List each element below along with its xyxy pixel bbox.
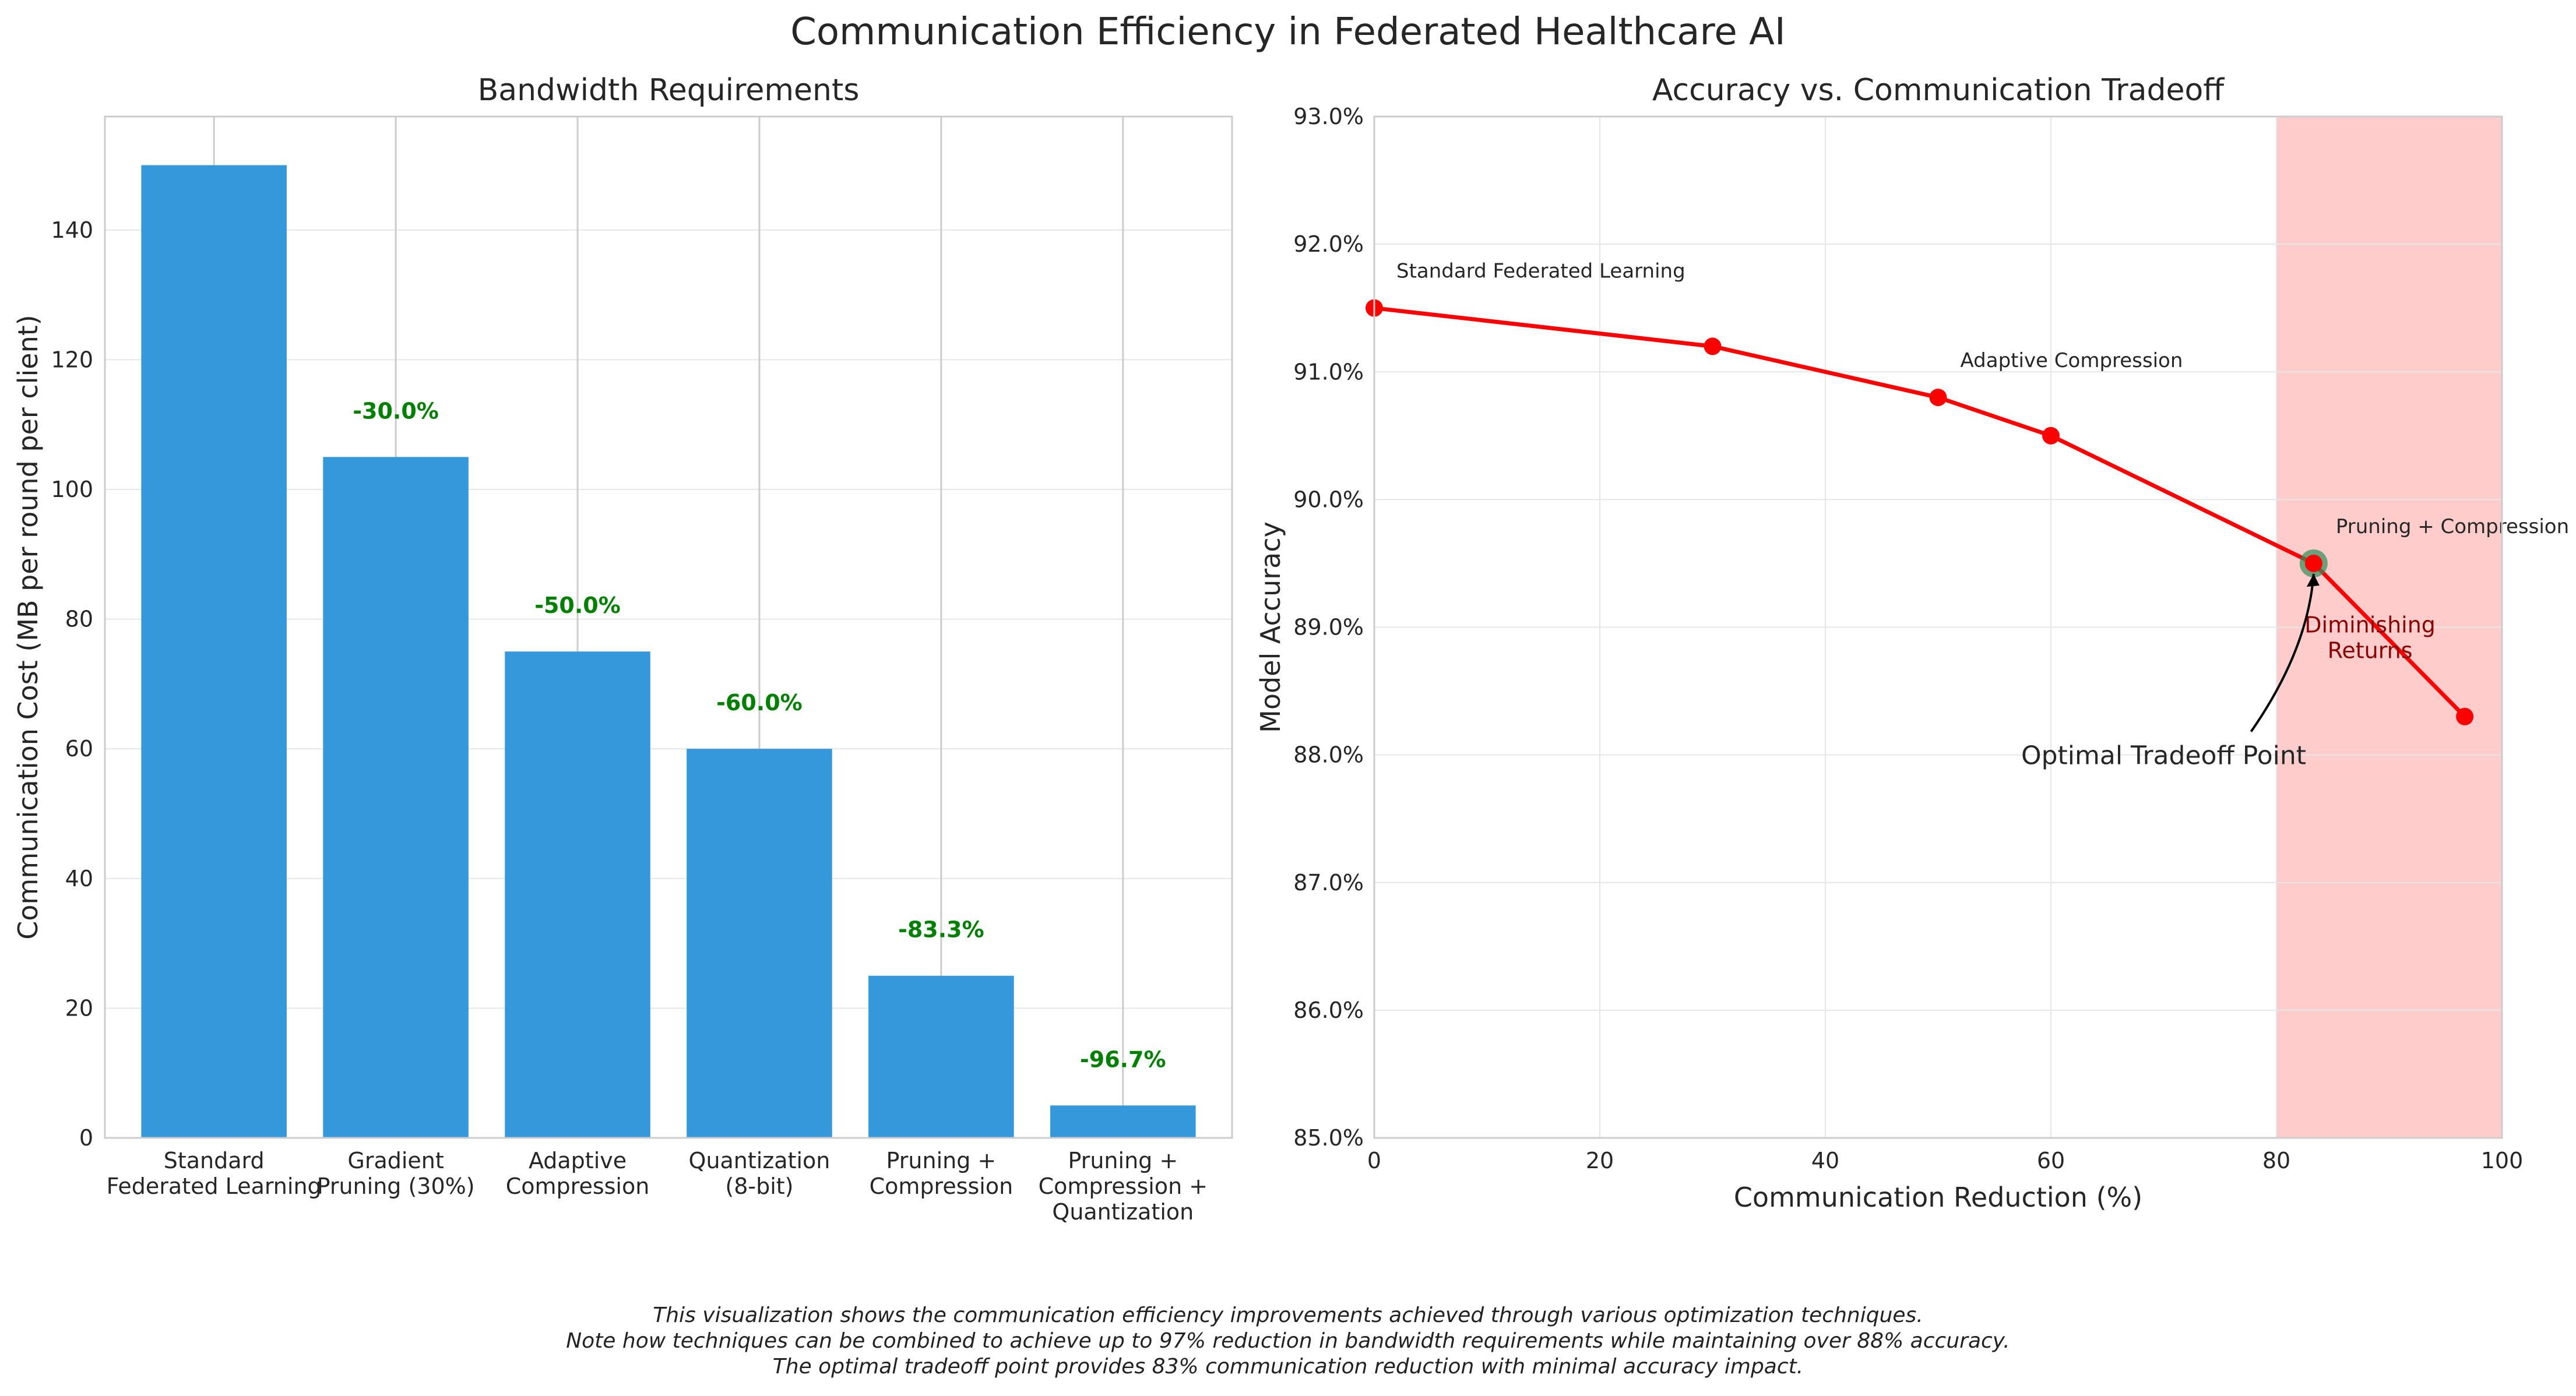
- point-label: Pruning + Compression: [2336, 515, 2569, 538]
- y-tick-label: 85.0%: [1293, 1125, 1364, 1151]
- x-tick-label: Compression: [506, 1173, 650, 1199]
- plot-frame: [104, 115, 1233, 1139]
- x-tick-label: Federated Learning: [107, 1173, 322, 1199]
- figure-title: Communication Efficiency in Federated He…: [790, 10, 1786, 54]
- annotation-arrow: [2250, 573, 2315, 732]
- y-tick-label: 40: [65, 866, 93, 891]
- bar-percent-label: -30.0%: [353, 398, 439, 424]
- y-tick-label: 91.0%: [1293, 359, 1364, 385]
- y-axis-label: Communication Cost (MB per round per cli…: [12, 315, 44, 939]
- bar: [505, 651, 650, 1138]
- bar-percent-label: -50.0%: [534, 593, 621, 618]
- y-tick-label: 80: [65, 607, 93, 632]
- x-tick-label: Compression: [870, 1173, 1013, 1199]
- line-chart-title: Accuracy vs. Communication Tradeoff: [1652, 73, 2225, 108]
- annotation-arrowhead: [2306, 573, 2320, 587]
- caption-line-2: Note how techniques can be combined to a…: [566, 1329, 2010, 1353]
- x-tick-label: Pruning +: [1068, 1148, 1178, 1173]
- x-tick-label: Standard: [164, 1148, 265, 1173]
- data-point: [2304, 554, 2322, 572]
- y-tick-label: 86.0%: [1293, 997, 1364, 1023]
- x-tick-label: Gradient: [347, 1148, 444, 1173]
- x-tick-label: (8-bit): [725, 1173, 793, 1199]
- data-point: [2456, 707, 2474, 725]
- data-point: [1929, 389, 1947, 407]
- y-tick-label: 120: [51, 347, 93, 372]
- x-tick-label: Adaptive: [529, 1148, 627, 1173]
- x-tick-label: 60: [2037, 1148, 2065, 1173]
- y-tick-label: 140: [51, 217, 93, 243]
- plot-frame: [1373, 115, 2503, 1139]
- bar: [141, 165, 287, 1138]
- bar-percent-label: -83.3%: [898, 917, 984, 943]
- bar-percent-label: -96.7%: [1080, 1046, 1166, 1072]
- y-tick-label: 87.0%: [1293, 870, 1364, 896]
- bar: [868, 975, 1014, 1138]
- y-tick-label: 0: [79, 1125, 93, 1151]
- x-tick-label: 80: [2262, 1148, 2290, 1173]
- annotation-text: Optimal Tradeoff Point: [2021, 741, 2306, 771]
- x-tick-label: Quantization: [689, 1148, 830, 1173]
- x-tick-label: 20: [1586, 1148, 1614, 1173]
- x-tick-label: 40: [1811, 1148, 1839, 1173]
- accuracy-tradeoff-line-chart: Accuracy vs. Communication Tradeoff 0 20 40…: [1255, 73, 2569, 1213]
- y-tick-label: 90.0%: [1293, 487, 1364, 512]
- region-label: Diminishing: [2304, 612, 2436, 637]
- bar: [1050, 1105, 1196, 1138]
- y-tick-label: 88.0%: [1293, 742, 1364, 768]
- data-point: [1704, 337, 1722, 355]
- y-tick-label: 60: [65, 736, 93, 762]
- x-tick-label: 0: [1367, 1148, 1381, 1173]
- region-label: Returns: [2328, 637, 2413, 663]
- bar-chart-title: Bandwidth Requirements: [478, 73, 860, 108]
- accuracy-line: [1374, 306, 2466, 718]
- point-label: Adaptive Compression: [1961, 349, 2183, 372]
- y-tick-label: 93.0%: [1293, 104, 1364, 129]
- x-tick-label: Pruning (30%): [317, 1173, 475, 1199]
- bar-percent-label: -60.0%: [716, 690, 803, 715]
- y-tick-label: 89.0%: [1293, 615, 1364, 640]
- x-tick-label: 100: [2481, 1148, 2524, 1173]
- y-tick-label: 92.0%: [1293, 231, 1364, 257]
- caption-line-1: This visualization shows the communicati…: [653, 1303, 1923, 1327]
- bar: [687, 749, 832, 1138]
- x-axis-label: Communication Reduction (%): [1734, 1182, 2142, 1213]
- bandwidth-bar-chart: Bandwidth Requirements 0 20 40 60 80 100 120 140…: [12, 73, 1233, 1225]
- x-tick-label: Pruning +: [886, 1148, 997, 1173]
- point-label: Standard Federated Learning: [1396, 260, 1685, 283]
- x-tick-label: Compression +: [1039, 1173, 1208, 1199]
- data-point: [2042, 426, 2060, 445]
- y-tick-label: 100: [51, 477, 93, 502]
- bar: [323, 457, 469, 1138]
- y-axis-label: Model Accuracy: [1255, 521, 1286, 733]
- y-tick-label: 20: [65, 995, 93, 1021]
- x-tick-label: Quantization: [1052, 1199, 1194, 1225]
- caption-line-3: The optimal tradeoff point provides 83% …: [772, 1355, 1804, 1379]
